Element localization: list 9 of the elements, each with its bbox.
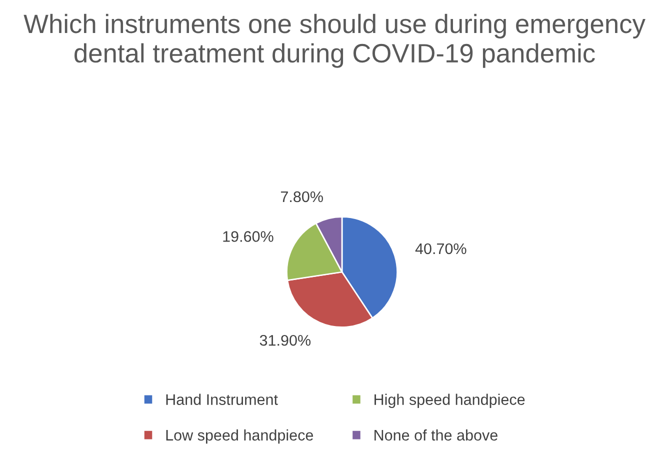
legend-label: High speed handpiece — [374, 394, 525, 408]
legend-label: None of the above — [374, 429, 498, 441]
chart-title: Which instruments one should use during emergency dental treatment during COVID-19 pandemic — [24, 14, 646, 68]
data-label: 7.80% — [280, 191, 323, 202]
data-label: 40.70% — [415, 243, 466, 254]
data-label: 31.90% — [260, 334, 311, 346]
data-label: 19.60% — [223, 231, 274, 242]
legend-label: Low speed handpiece — [166, 429, 314, 444]
legend-label: Hand Instrument — [166, 394, 278, 405]
